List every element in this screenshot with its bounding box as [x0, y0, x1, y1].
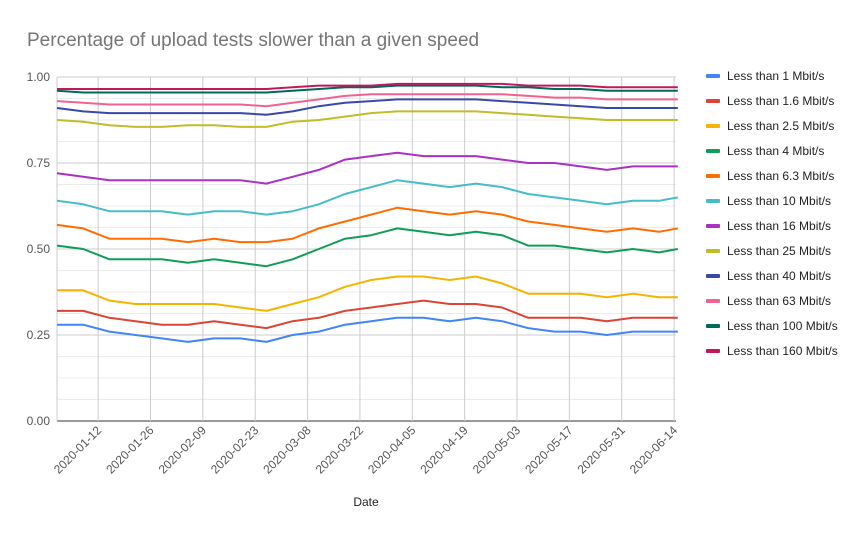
legend-swatch: [706, 174, 720, 178]
legend-item[interactable]: Less than 16 Mbit/s: [706, 219, 831, 233]
chart-title: Percentage of upload tests slower than a…: [27, 30, 479, 51]
legend-item[interactable]: Less than 100 Mbit/s: [706, 319, 838, 333]
x-tick-label: 2020-04-05: [365, 423, 419, 477]
x-tick-label: 2020-01-26: [103, 423, 157, 477]
legend-swatch: [706, 224, 720, 228]
legend-swatch: [706, 299, 720, 303]
legend-swatch: [706, 249, 720, 253]
legend-item[interactable]: Less than 4 Mbit/s: [706, 144, 824, 158]
legend-swatch: [706, 324, 720, 328]
legend-swatch: [706, 199, 720, 203]
legend: Less than 1 Mbit/s Less than 1.6 Mbit/s Le…: [706, 69, 838, 358]
y-tick-label: 1.00: [27, 70, 51, 84]
x-tick-label: 2020-01-12: [51, 423, 105, 477]
legend-item[interactable]: Less than 6.3 Mbit/s: [706, 169, 834, 183]
legend-label: Less than 1 Mbit/s: [727, 69, 824, 83]
series-line-9: [56, 93, 678, 108]
legend-swatch: [706, 274, 720, 278]
legend-label: Less than 25 Mbit/s: [727, 244, 831, 258]
series-line-11: [57, 82, 678, 90]
series-line-10: [56, 84, 678, 94]
x-tick-label: 2020-04-19: [417, 423, 471, 477]
y-axis-ticks: 0.00 0.25 0.50 0.75 1.00: [27, 70, 51, 428]
series-line-2: [57, 275, 678, 312]
legend-label: Less than 100 Mbit/s: [727, 319, 838, 333]
series-line-7: [56, 110, 678, 128]
legend-swatch: [706, 149, 720, 153]
legend-swatch: [706, 124, 720, 128]
legend-label: Less than 16 Mbit/s: [727, 219, 831, 233]
y-tick-label: 0.25: [27, 328, 51, 342]
legend-swatch: [706, 349, 720, 353]
legend-item[interactable]: Less than 1.6 Mbit/s: [706, 94, 834, 108]
y-tick-label: 0.00: [27, 414, 51, 428]
series-line-8: [56, 98, 678, 116]
legend-item[interactable]: Less than 63 Mbit/s: [706, 294, 831, 308]
series-line-5: [56, 179, 678, 216]
series-line-0: [57, 316, 678, 343]
x-tick-label: 2020-05-17: [522, 423, 576, 477]
grid: [56, 76, 676, 422]
legend-item[interactable]: Less than 160 Mbit/s: [706, 344, 838, 358]
x-tick-label: 2020-05-03: [470, 423, 524, 477]
x-tick-label: 2020-03-08: [260, 423, 314, 477]
legend-label: Less than 1.6 Mbit/s: [727, 94, 834, 108]
legend-item[interactable]: Less than 25 Mbit/s: [706, 244, 831, 258]
legend-item[interactable]: Less than 40 Mbit/s: [706, 269, 831, 283]
legend-label: Less than 160 Mbit/s: [727, 344, 838, 358]
legend-item[interactable]: Less than 2.5 Mbit/s: [706, 119, 834, 133]
series-line-3: [56, 227, 678, 268]
x-axis-ticks: 2020-01-12 2020-01-26 2020-02-09 2020-02-23…: [51, 423, 680, 477]
legend-item[interactable]: Less than 10 Mbit/s: [706, 194, 831, 208]
series-line-6: [56, 151, 678, 185]
series-line-4: [56, 206, 678, 244]
legend-label: Less than 63 Mbit/s: [727, 294, 831, 308]
legend-label: Less than 10 Mbit/s: [727, 194, 831, 208]
legend-swatch: [706, 99, 720, 103]
y-tick-label: 0.75: [27, 156, 51, 170]
legend-label: Less than 40 Mbit/s: [727, 269, 831, 283]
series-lines: [56, 82, 678, 343]
legend-swatch: [706, 74, 720, 78]
y-tick-label: 0.50: [27, 242, 51, 256]
series-line-1: [57, 299, 678, 330]
x-tick-label: 2020-02-09: [156, 423, 210, 477]
legend-label: Less than 4 Mbit/s: [727, 144, 824, 158]
x-tick-label: 2020-06-14: [627, 423, 681, 477]
x-tick-label: 2020-05-31: [575, 423, 629, 477]
legend-item[interactable]: Less than 1 Mbit/s: [706, 69, 824, 83]
x-axis-label: Date: [353, 495, 379, 509]
legend-label: Less than 2.5 Mbit/s: [727, 119, 834, 133]
x-tick-label: 2020-03-22: [313, 423, 367, 477]
legend-label: Less than 6.3 Mbit/s: [727, 169, 834, 183]
x-tick-label: 2020-02-23: [208, 423, 262, 477]
